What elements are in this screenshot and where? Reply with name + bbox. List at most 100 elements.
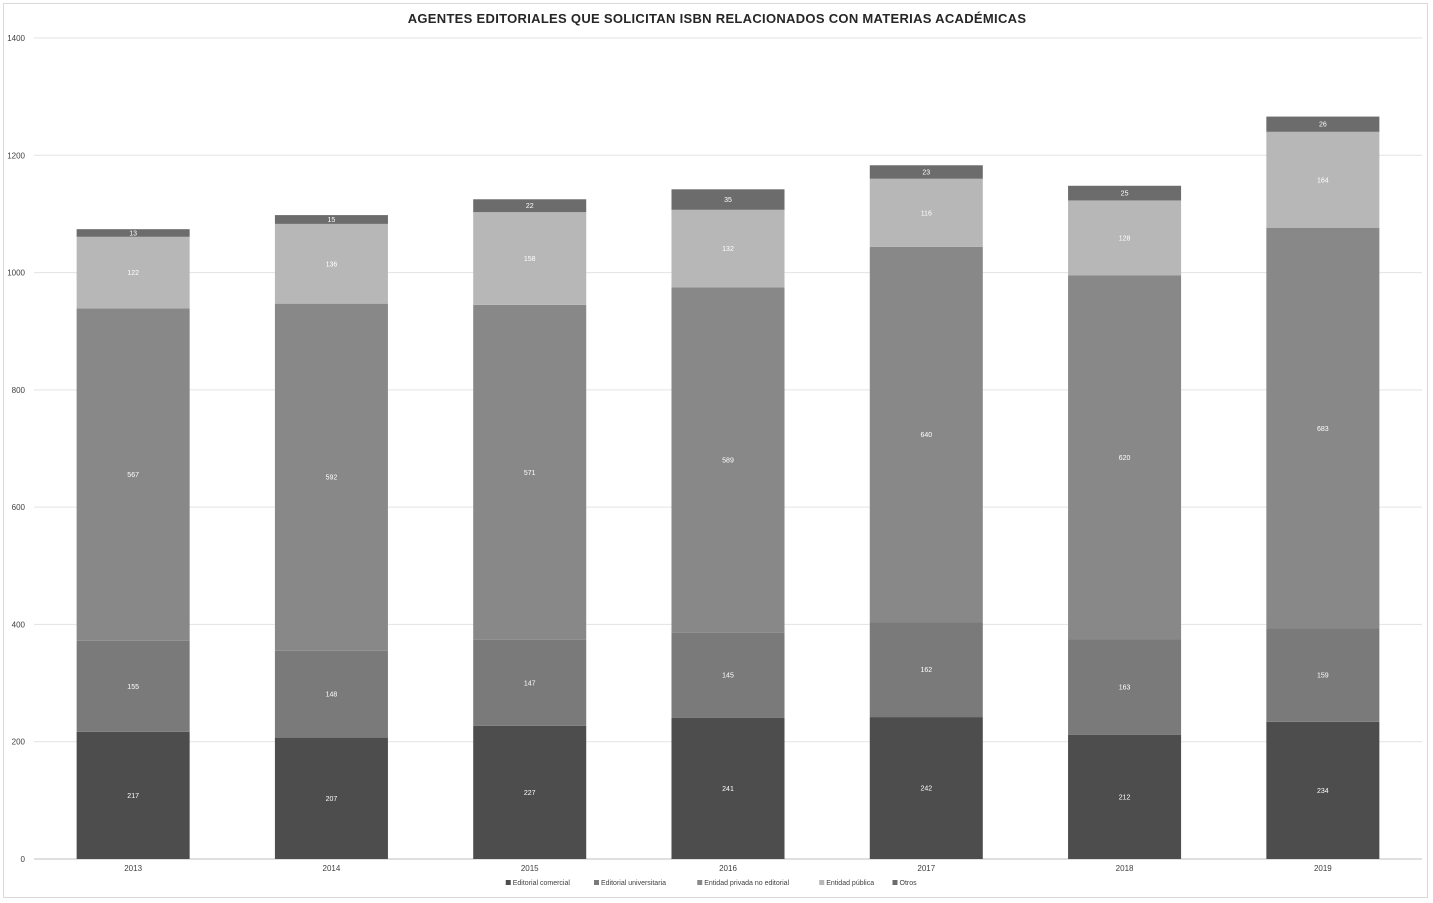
bar-segment	[1266, 131, 1380, 229]
data-label: 128	[1119, 235, 1131, 242]
data-label: 13	[129, 230, 137, 237]
data-label: 242	[920, 786, 932, 793]
data-label: 227	[524, 790, 536, 797]
bar-segment	[473, 304, 587, 640]
legend-swatch	[819, 880, 825, 885]
x-axis: 2013 2014 2015 2016 2017 2018 2019	[124, 864, 1332, 873]
data-label: 589	[722, 457, 734, 464]
data-label: 162	[920, 667, 932, 674]
bar-segment	[869, 246, 983, 623]
data-label: 217	[127, 793, 139, 800]
y-tick-label: 600	[12, 503, 26, 512]
data-label: 145	[722, 673, 734, 680]
data-label: 116	[921, 210, 932, 217]
data-label: 15	[328, 217, 336, 224]
data-label: 159	[1317, 673, 1329, 680]
bar-segment	[76, 640, 190, 732]
bar-segment	[274, 215, 388, 224]
data-label: 620	[1119, 455, 1131, 462]
data-label: 683	[1317, 426, 1329, 433]
bar-segment	[76, 236, 190, 309]
bar-segment	[671, 632, 785, 718]
data-label: 571	[524, 470, 536, 477]
y-tick-label: 1400	[7, 34, 25, 43]
y-tick-label: 1000	[7, 269, 25, 278]
bar-segment	[869, 717, 983, 859]
legend-swatch	[505, 880, 511, 885]
bar-segment	[473, 199, 587, 213]
data-label: 147	[524, 680, 536, 687]
y-tick-label: 200	[12, 738, 26, 747]
chart-frame: AGENTES EDITORIALES QUE SOLICITAN ISBN R…	[3, 3, 1428, 898]
data-label: 155	[127, 684, 139, 691]
data-label: 122	[127, 270, 139, 277]
data-label: 567	[127, 472, 139, 479]
bar-segment	[869, 165, 983, 179]
x-tick-label: 2014	[323, 864, 341, 873]
data-label: 241	[722, 786, 734, 793]
x-tick-label: 2017	[917, 864, 935, 873]
data-label: 592	[326, 475, 338, 482]
bar-segment	[274, 737, 388, 859]
legend: Editorial comercial Editorial universitar…	[505, 880, 918, 887]
bar-segment	[1068, 639, 1182, 735]
bar-segment	[1266, 228, 1380, 629]
y-tick-label: 1200	[7, 151, 25, 160]
data-label: 158	[524, 256, 536, 263]
bar-segment	[671, 189, 785, 210]
data-label: 234	[1317, 788, 1329, 795]
data-label: 35	[724, 197, 732, 204]
bar-segment	[1068, 734, 1182, 859]
legend-swatch	[697, 880, 703, 885]
legend-swatch	[594, 880, 599, 885]
bar-segment	[274, 303, 388, 651]
data-label: 212	[1119, 794, 1131, 801]
stacked-bar-chart: AGENTES EDITORIALES QUE SOLICITAN ISBN R…	[7, 11, 1422, 887]
bar-segment	[473, 212, 587, 305]
legend-swatch	[892, 880, 898, 885]
bar-segment	[274, 650, 388, 738]
legend-label: Entidad privada no editorial	[704, 880, 789, 887]
legend-label: Otros	[900, 880, 918, 887]
data-label: 23	[922, 169, 930, 176]
bar-segment	[1266, 628, 1380, 722]
y-tick-label: 800	[12, 386, 26, 395]
data-label: 26	[1319, 122, 1327, 129]
data-label: 22	[526, 203, 534, 210]
bar-segment	[473, 639, 587, 726]
bar-segment	[1068, 185, 1182, 201]
x-tick-label: 2019	[1314, 864, 1332, 873]
data-label: 640	[920, 432, 932, 439]
legend-label: Editorial comercial	[513, 880, 571, 887]
bar-segment	[671, 209, 785, 288]
bar-segment	[671, 287, 785, 633]
bar-segment	[869, 622, 983, 718]
bar-segment	[76, 731, 190, 859]
bar-segment	[1068, 275, 1182, 640]
data-label: 148	[326, 692, 338, 699]
x-tick-label: 2016	[719, 864, 737, 873]
bar-segment	[473, 725, 587, 859]
data-label: 207	[326, 796, 338, 803]
x-tick-label: 2015	[521, 864, 539, 873]
data-label: 136	[326, 261, 338, 268]
data-label: 164	[1317, 177, 1329, 184]
data-labels: 217 155 567 122 13 207 148 592 136 15 227 147 571 158…	[127, 122, 1329, 803]
bar-segment	[274, 223, 388, 304]
y-tick-label: 0	[21, 855, 26, 864]
bar-segment	[869, 178, 983, 247]
y-tick-label: 400	[12, 620, 26, 629]
data-label: 132	[722, 246, 734, 253]
x-tick-label: 2013	[124, 864, 142, 873]
bar-segment	[1068, 200, 1182, 276]
bar-segment	[1266, 116, 1380, 132]
bar-segment	[1266, 721, 1380, 859]
chart-title: AGENTES EDITORIALES QUE SOLICITAN ISBN R…	[408, 11, 1027, 26]
data-label: 25	[1121, 191, 1129, 198]
y-axis: 0 200 400 600 800 1000 1200 1400	[7, 34, 25, 864]
data-label: 163	[1119, 684, 1131, 691]
bar-segment	[671, 717, 785, 859]
bars	[76, 116, 1380, 859]
bar-segment	[76, 308, 190, 641]
legend-label: Entidad pública	[826, 880, 874, 887]
